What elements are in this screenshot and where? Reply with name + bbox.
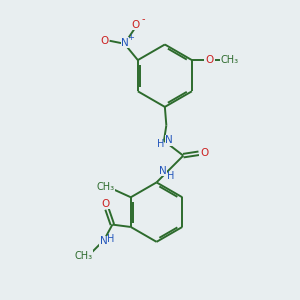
- Text: O: O: [200, 148, 208, 158]
- Text: O: O: [101, 199, 110, 209]
- Text: CH₃: CH₃: [220, 55, 239, 65]
- Text: H: H: [167, 171, 174, 181]
- Text: N: N: [100, 236, 107, 246]
- Text: O: O: [100, 36, 108, 46]
- Text: H: H: [157, 139, 165, 149]
- Text: CH₃: CH₃: [74, 250, 92, 260]
- Text: CH₃: CH₃: [97, 182, 115, 193]
- Text: H: H: [107, 234, 114, 244]
- Text: O: O: [206, 55, 214, 65]
- Text: +: +: [128, 33, 134, 42]
- Text: N: N: [121, 38, 129, 48]
- Text: N: N: [159, 166, 167, 176]
- Text: -: -: [141, 14, 145, 24]
- Text: N: N: [165, 135, 173, 145]
- Text: O: O: [131, 20, 140, 30]
